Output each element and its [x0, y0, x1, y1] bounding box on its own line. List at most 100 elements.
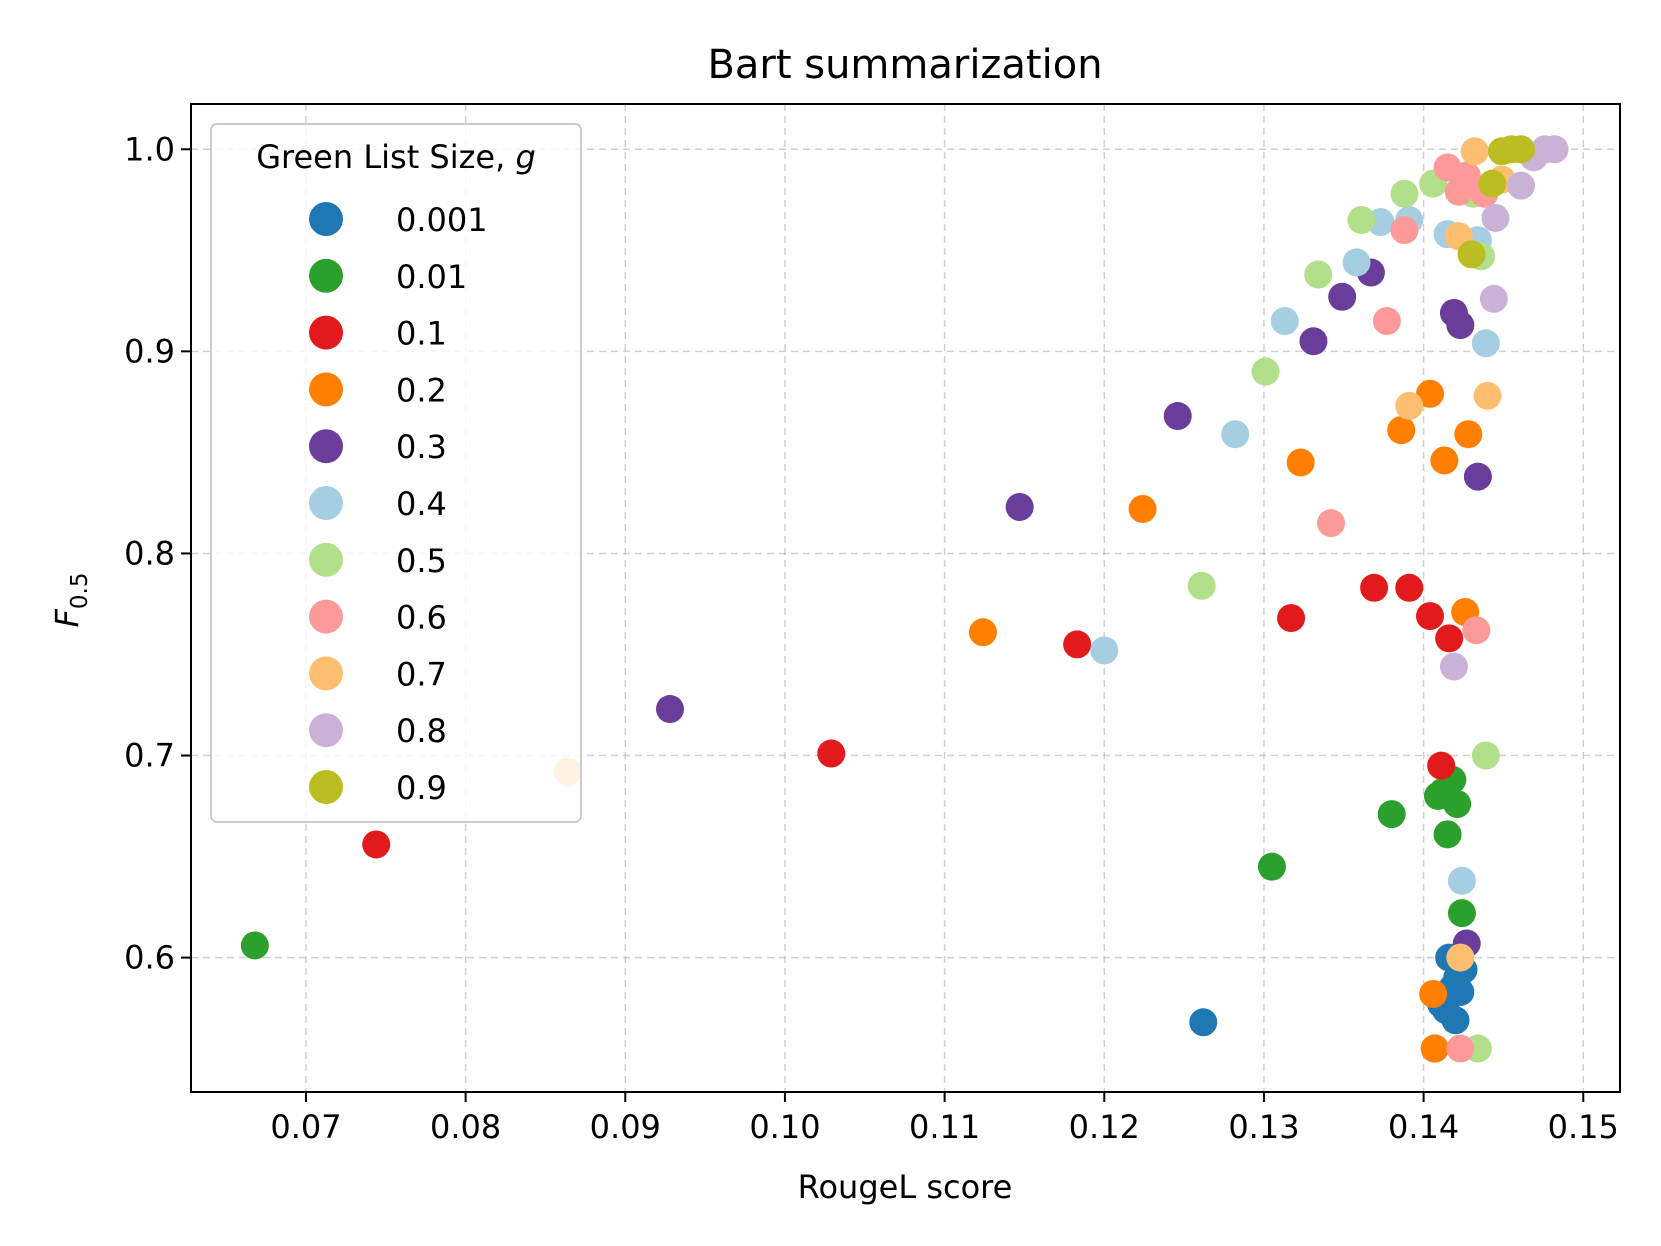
data-point — [1446, 311, 1475, 340]
data-point — [817, 739, 846, 768]
data-point — [1395, 573, 1424, 602]
data-point — [1415, 602, 1444, 631]
y-axis-label: F0.5 — [48, 573, 93, 628]
legend-label: 0.7 — [396, 655, 447, 693]
legend-marker — [309, 202, 343, 236]
y-axis-label-main: F — [48, 608, 86, 627]
legend-label: 0.2 — [396, 371, 447, 409]
data-point — [240, 931, 269, 960]
y-axis-label-subscript: 0.5 — [67, 573, 93, 610]
data-point — [1428, 777, 1457, 806]
data-point — [1462, 616, 1491, 645]
legend-label: 0.1 — [396, 315, 447, 353]
data-point — [1128, 494, 1157, 523]
data-point — [1540, 135, 1569, 164]
data-point — [1187, 571, 1216, 600]
data-point — [1446, 943, 1475, 972]
legend-label: 0.9 — [396, 769, 447, 807]
legend-title: Green List Size, g — [256, 138, 536, 176]
data-point — [1221, 420, 1250, 449]
legend: Green List Size, g 0.001 0.01 0.1 0.2 0.3 0.4… — [210, 123, 582, 823]
data-point — [1387, 416, 1416, 445]
y-tick-label: 1.0 — [124, 130, 175, 168]
data-point — [1454, 420, 1483, 449]
data-point — [1328, 282, 1357, 311]
data-point — [1005, 492, 1034, 521]
y-tick-label: 0.7 — [124, 737, 175, 775]
data-point — [362, 830, 391, 859]
data-point — [1270, 307, 1299, 336]
data-point — [1342, 248, 1371, 277]
y-tick-label: 0.9 — [124, 332, 175, 370]
data-point — [1304, 260, 1333, 289]
y-axis: 0.6 0.7 0.8 0.9 1.0 — [124, 130, 191, 977]
data-point — [1447, 866, 1476, 895]
legend-label: 0.01 — [396, 258, 467, 296]
legend-marker — [309, 542, 343, 577]
data-point — [1360, 573, 1389, 602]
legend-label: 0.001 — [396, 201, 488, 239]
data-point — [1277, 604, 1306, 633]
legend-marker — [309, 429, 343, 464]
legend-marker — [309, 258, 343, 293]
data-point — [1427, 751, 1456, 780]
x-tick-label: 0.10 — [749, 1108, 820, 1146]
legend-marker — [309, 486, 343, 520]
data-point — [1460, 137, 1489, 166]
data-point — [1257, 852, 1286, 881]
data-point — [1317, 509, 1346, 538]
data-point — [1286, 448, 1315, 477]
x-tick-label: 0.09 — [590, 1108, 661, 1146]
data-point — [1377, 800, 1406, 829]
x-axis-label: RougeL score — [798, 1168, 1013, 1206]
legend-marker — [309, 713, 343, 748]
data-point — [1433, 820, 1462, 849]
legend-title-text: Green List Size, — [256, 138, 515, 176]
data-point — [1251, 357, 1280, 386]
data-point — [1090, 636, 1119, 665]
data-point — [1163, 402, 1192, 431]
y-tick-label: 0.8 — [124, 534, 175, 572]
data-point — [1447, 899, 1476, 928]
data-point — [1452, 161, 1481, 190]
data-point — [1189, 1008, 1218, 1037]
data-point — [1471, 329, 1500, 358]
x-tick-label: 0.14 — [1388, 1108, 1459, 1146]
data-point — [1390, 216, 1419, 245]
data-point — [1395, 391, 1424, 420]
legend-label: 0.8 — [396, 712, 447, 750]
legend-title-variable: g — [515, 138, 535, 176]
data-point — [1446, 1034, 1475, 1063]
chart-title: Bart summarization — [707, 42, 1102, 88]
data-point — [1063, 630, 1092, 659]
data-point — [968, 618, 997, 647]
y-tick-label: 0.6 — [124, 939, 175, 977]
x-axis: 0.07 0.08 0.09 0.10 0.11 0.12 0.13 0.14 0.15 — [270, 1092, 1619, 1146]
legend-marker — [309, 770, 343, 804]
x-tick-label: 0.12 — [1069, 1108, 1140, 1146]
legend-box — [210, 123, 582, 823]
data-point — [1439, 652, 1468, 681]
data-point — [1507, 171, 1536, 200]
data-point — [655, 695, 684, 724]
data-point — [1471, 741, 1500, 770]
data-point — [1478, 169, 1507, 198]
x-tick-label: 0.07 — [270, 1108, 341, 1146]
data-point — [1473, 381, 1502, 410]
legend-marker — [309, 315, 343, 350]
data-point — [1463, 462, 1492, 491]
plot-frame — [190, 103, 1621, 1093]
data-point — [1299, 327, 1328, 356]
legend-marker — [309, 599, 343, 634]
data-point — [1435, 624, 1464, 653]
legend-label: 0.4 — [396, 485, 447, 523]
x-tick-label: 0.15 — [1548, 1108, 1619, 1146]
data-point — [1420, 1034, 1449, 1063]
data-point — [1457, 240, 1486, 269]
x-tick-label: 0.13 — [1228, 1108, 1299, 1146]
data-point — [1419, 979, 1448, 1008]
legend-label: 0.3 — [396, 428, 447, 466]
legend-marker — [309, 372, 343, 407]
x-tick-label: 0.11 — [909, 1108, 980, 1146]
